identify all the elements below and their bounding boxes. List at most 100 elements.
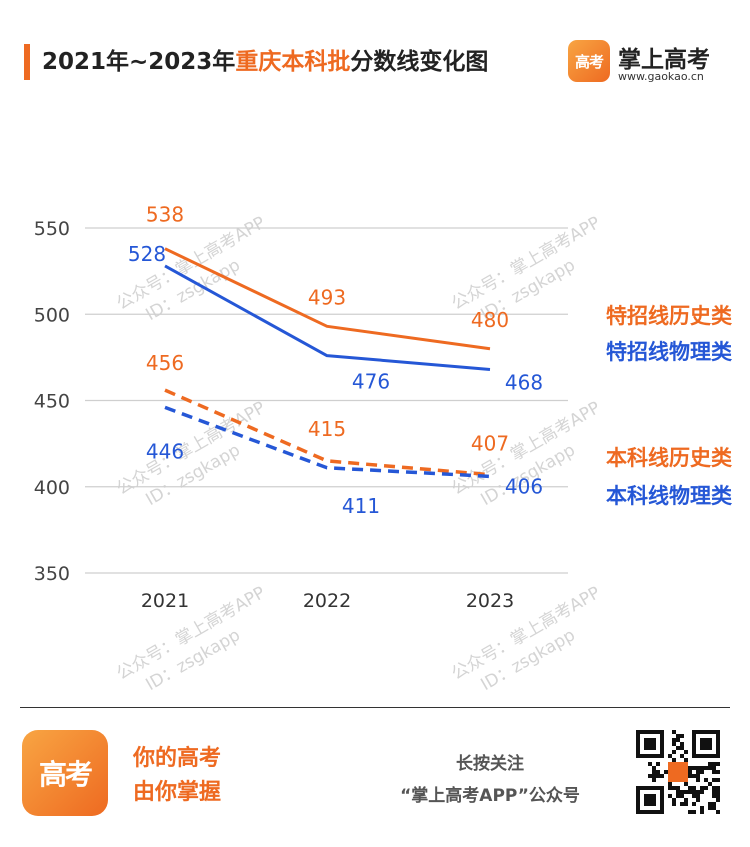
qr-module xyxy=(672,738,676,742)
qr-module xyxy=(692,802,696,806)
slogan-line-1: 你的高考 xyxy=(133,746,222,771)
qr-module xyxy=(716,794,720,798)
qr-module xyxy=(708,802,712,806)
qr-module xyxy=(712,790,716,794)
qr-module xyxy=(680,790,684,794)
qr-module xyxy=(652,766,656,770)
chart-title-suffix: 分数线变化图 xyxy=(350,49,489,75)
series-line xyxy=(164,247,491,351)
data-label: 480 xyxy=(471,308,509,332)
chart-title: 2021年~2023年重庆本科批分数线变化图 xyxy=(42,44,488,80)
data-label: 411 xyxy=(342,494,380,518)
qr-module xyxy=(668,782,672,786)
follow-line-1: 长按关注 xyxy=(456,754,524,774)
qr-module xyxy=(684,790,688,794)
brand-url[interactable]: www.gaokao.cn xyxy=(618,70,704,83)
brand-name: 掌上高考 xyxy=(618,47,710,73)
qr-code-icon[interactable] xyxy=(636,730,720,814)
header: 2021年~2023年重庆本科批分数线变化图 高考 掌上高考 www.gaoka… xyxy=(0,0,750,100)
qr-module xyxy=(676,734,680,738)
qr-module xyxy=(692,810,696,814)
qr-module xyxy=(656,774,660,778)
qr-module xyxy=(716,790,720,794)
chart-title-highlight: 重庆本科批 xyxy=(235,49,351,75)
y-tick-label: 500 xyxy=(34,304,70,326)
qr-module xyxy=(688,790,692,794)
x-tick-label: 2021 xyxy=(141,590,189,612)
qr-module xyxy=(712,766,716,770)
qr-module xyxy=(716,770,720,774)
y-tick-label: 450 xyxy=(34,391,70,413)
legend-entry: 特招线物理类 xyxy=(606,340,733,364)
qr-module xyxy=(692,790,696,794)
brand-logo-icon: 高考 xyxy=(568,40,610,82)
qr-finder xyxy=(644,738,656,750)
qr-module xyxy=(660,774,664,778)
y-tick-label: 350 xyxy=(34,563,70,585)
data-label: 528 xyxy=(128,242,166,266)
qr-module xyxy=(692,786,696,790)
series-line xyxy=(164,264,491,371)
brand[interactable]: 高考 掌上高考 www.gaokao.cn xyxy=(568,40,738,88)
qr-module xyxy=(716,810,720,814)
qr-module xyxy=(700,770,704,774)
qr-module xyxy=(712,770,716,774)
data-label: 476 xyxy=(352,370,390,394)
qr-finder xyxy=(700,738,712,750)
qr-module xyxy=(684,758,688,762)
qr-module xyxy=(676,794,680,798)
chart-title-prefix: 2021年~2023年 xyxy=(42,49,236,75)
qr-module xyxy=(656,770,660,774)
qr-module xyxy=(696,798,700,802)
qr-module xyxy=(692,766,696,770)
qr-module xyxy=(680,794,684,798)
qr-module xyxy=(680,734,684,738)
qr-module xyxy=(712,762,716,766)
qr-module xyxy=(688,766,692,770)
qr-module xyxy=(704,786,708,790)
qr-module xyxy=(676,738,680,742)
qr-module xyxy=(712,778,716,782)
data-label: 493 xyxy=(308,285,346,309)
qr-module xyxy=(664,770,668,774)
qr-module xyxy=(712,806,716,810)
qr-module xyxy=(672,750,676,754)
qr-module xyxy=(712,786,716,790)
qr-module xyxy=(680,746,684,750)
qr-module xyxy=(672,730,676,734)
qr-module xyxy=(696,774,700,778)
qr-module xyxy=(704,766,708,770)
qr-module xyxy=(696,790,700,794)
qr-module xyxy=(652,770,656,774)
y-tick-label: 400 xyxy=(34,477,70,499)
qr-module xyxy=(688,786,692,790)
legend-entry: 本科线历史类 xyxy=(606,446,733,470)
data-label: 407 xyxy=(471,432,509,456)
data-label: 446 xyxy=(146,439,184,463)
footer: 高考 你的高考 由你掌握 长按关注 “掌上高考APP”公众号 xyxy=(0,708,750,847)
qr-module xyxy=(668,754,672,758)
qr-module xyxy=(668,786,672,790)
qr-module xyxy=(692,794,696,798)
data-label: 406 xyxy=(505,474,543,498)
qr-module xyxy=(652,774,656,778)
qr-module xyxy=(696,770,700,774)
slogan: 你的高考 由你掌握 xyxy=(133,742,221,810)
qr-module xyxy=(692,774,696,778)
qr-module xyxy=(672,802,676,806)
qr-module xyxy=(700,766,704,770)
qr-module xyxy=(704,778,708,782)
qr-module xyxy=(684,802,688,806)
qr-module xyxy=(696,794,700,798)
app-logo-icon: 高考 xyxy=(22,730,108,816)
qr-module xyxy=(684,798,688,802)
qr-module xyxy=(676,746,680,750)
data-label: 415 xyxy=(308,417,346,441)
follow-line-2: “掌上高考APP”公众号 xyxy=(400,786,580,806)
qr-module xyxy=(688,770,692,774)
qr-module xyxy=(648,774,652,778)
qr-finder xyxy=(644,794,656,806)
